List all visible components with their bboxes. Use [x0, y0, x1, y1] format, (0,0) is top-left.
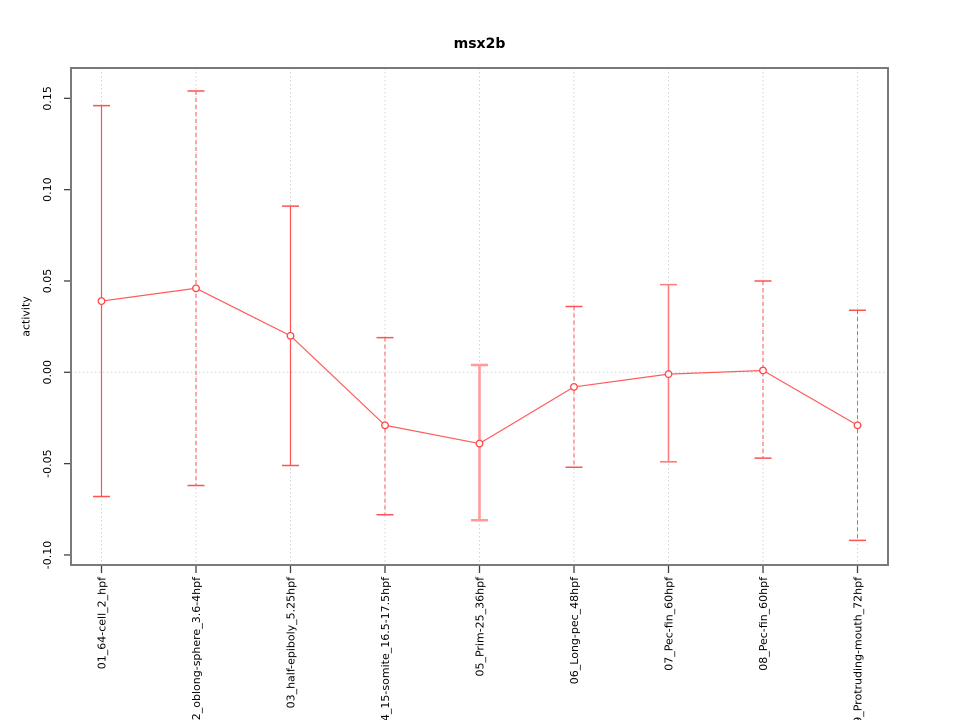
- chart-title: msx2b: [453, 36, 506, 52]
- y-tick-label: -0.05: [41, 449, 54, 477]
- x-tick-label: 04_15-somite_16.5-17.5hpf: [379, 576, 392, 720]
- series-line-segment: [195, 287, 291, 337]
- x-tick-label: 01_64-cell_2_hpf: [96, 576, 109, 669]
- series-line-segment: [101, 287, 197, 302]
- data-point: [475, 439, 484, 448]
- x-tick-label: 02_oblong-sphere_3.6-4hpf: [190, 576, 203, 720]
- data-point: [664, 370, 673, 379]
- x-tick-label: 09_Protruding-mouth_72hpf: [852, 576, 865, 720]
- y-tick-label: 0.00: [41, 360, 54, 385]
- x-tick-label: 05_Prim-25_36hpf: [474, 576, 487, 677]
- series-line-segment: [384, 424, 480, 445]
- data-point: [192, 284, 200, 293]
- series-line-segment: [573, 373, 669, 388]
- x-tick-label: 06_Long-pec_48hpf: [568, 576, 581, 684]
- y-tick-label: 0.05: [41, 269, 54, 294]
- series-line-segment: [290, 335, 386, 426]
- data-point: [570, 382, 578, 391]
- y-tick-label: 0.15: [41, 86, 54, 111]
- x-tick-label: 03_half-epiboly_5.25hpf: [285, 576, 298, 709]
- series-line-segment: [479, 386, 575, 445]
- data-point: [853, 421, 862, 430]
- series-line-segment: [762, 369, 858, 426]
- data-point: [381, 421, 389, 430]
- x-tick-label: 08_Pec-fin_60hpf: [757, 576, 770, 671]
- data-point: [759, 366, 767, 375]
- plot-frame: [70, 67, 889, 566]
- x-tick-label: 07_Pec-fin_60hpf: [663, 576, 676, 671]
- data-point: [286, 331, 295, 340]
- y-tick-label: 0.10: [41, 177, 54, 202]
- data-point: [97, 297, 106, 306]
- series-line-segment: [668, 369, 764, 375]
- y-tick-label: -0.10: [41, 541, 54, 569]
